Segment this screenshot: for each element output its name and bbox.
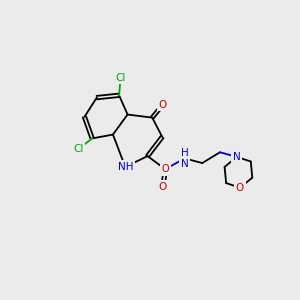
Text: O: O [159,182,167,192]
Text: Cl: Cl [73,144,83,154]
Text: NH: NH [118,162,133,172]
Text: H
N: H N [181,148,188,169]
Text: Cl: Cl [116,73,126,82]
Text: O: O [159,100,167,110]
Text: N: N [233,152,241,162]
Text: O: O [161,164,169,174]
Text: O: O [236,183,244,193]
